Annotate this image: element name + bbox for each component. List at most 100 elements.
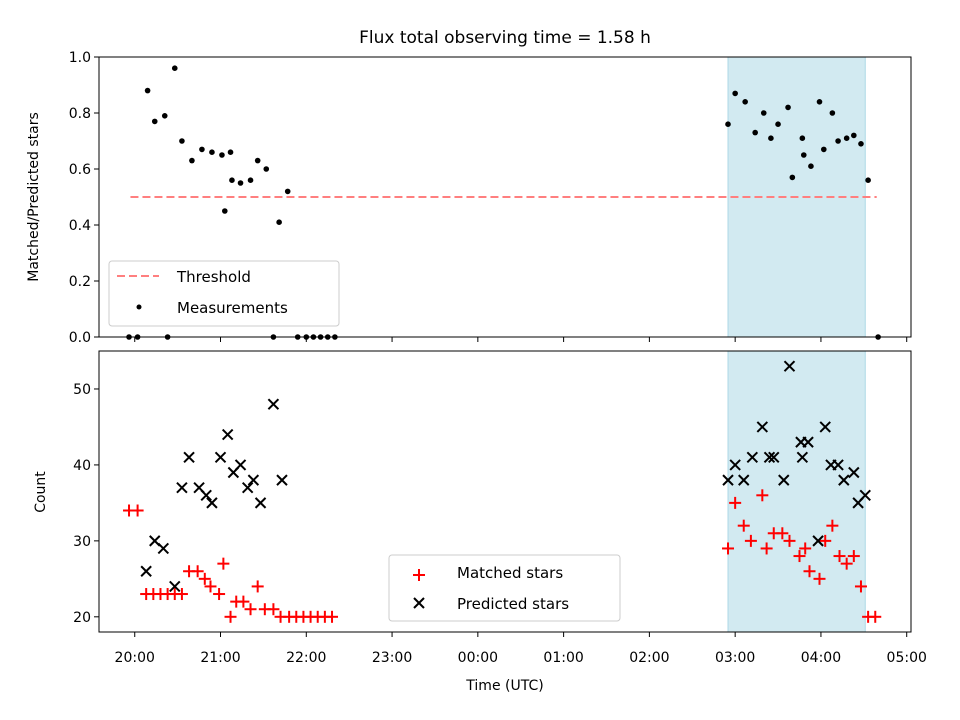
x-axis-label: Time (UTC) [465, 678, 543, 694]
predicted-star-point [812, 535, 824, 547]
top-ytick-label: 0.6 [69, 162, 91, 178]
predicted-star-point [234, 459, 247, 471]
measurement-point [799, 135, 806, 141]
matched-star-point [833, 550, 846, 563]
x-tick-label: 04:00 [801, 650, 841, 666]
measurement-point [785, 104, 791, 111]
bottom-ytick-label: 50 [73, 382, 91, 398]
matched-star-point [813, 572, 826, 585]
measurement-point [219, 152, 225, 158]
top-legend-box [108, 260, 340, 327]
x-tick-label: 23:00 [372, 650, 412, 666]
measurement-point [835, 138, 841, 144]
predicted-star-point [838, 474, 850, 486]
measurement-point [229, 177, 235, 183]
matched-star-point [793, 550, 806, 563]
measurement-point [851, 132, 857, 139]
predicted-star-point [157, 542, 170, 555]
top-axes-frame [98, 56, 912, 338]
matched-star-point [267, 603, 280, 616]
predicted-star-point [267, 398, 280, 410]
measurement-point [263, 166, 270, 172]
bottom-shaded-region [727, 350, 866, 633]
matched-star-point [722, 542, 735, 555]
predicted-star-point [241, 481, 254, 494]
measurement-point [816, 99, 823, 105]
predicted-star-point [276, 474, 288, 486]
predicted-star-point [176, 481, 188, 494]
measurement-point [171, 65, 178, 71]
matched-star-point [803, 565, 816, 578]
predicted-star-point [768, 451, 780, 464]
predicted-star-point [247, 474, 260, 486]
measurement-point [732, 90, 738, 97]
measurement-point [775, 121, 781, 127]
matched-legend-marker [413, 569, 425, 581]
measurement-point [789, 174, 796, 181]
matched-star-point [737, 519, 750, 532]
predicted-star-point [722, 474, 734, 486]
x-tick-label: 03:00 [715, 650, 755, 666]
predicted-star-point [746, 451, 759, 464]
measurement-point [276, 219, 282, 225]
measurement-point [144, 87, 151, 94]
top-ytick-label: 1.0 [69, 50, 91, 66]
measurement-point [284, 188, 291, 195]
matched-star-point [783, 534, 796, 547]
predicted-star-point [214, 451, 227, 464]
matched-star-point [224, 610, 237, 623]
predicted-star-point [756, 421, 769, 433]
bottom-legend-box [388, 554, 621, 622]
measurement-point [254, 157, 261, 164]
matched-star-point [198, 572, 211, 585]
matched-star-point [251, 580, 264, 593]
matched-star-point [760, 542, 773, 555]
measurement-point [151, 118, 158, 125]
predicted-legend-marker [413, 597, 425, 609]
matched-star-point [854, 580, 867, 593]
measurement-point [237, 180, 244, 186]
predicted-star-point [206, 497, 218, 509]
measurement-point [189, 157, 195, 164]
chart-title: Flux total observing time = 1.58 h [359, 28, 651, 48]
bottom-ytick-label: 40 [73, 458, 91, 474]
predicted-star-point [738, 474, 750, 486]
predicted-star-point [783, 360, 796, 372]
matched-star-point [191, 565, 204, 578]
bottom-y-axis-label: Count [33, 471, 49, 513]
measurements-legend-marker [136, 304, 142, 310]
measurement-point [752, 129, 758, 136]
predicted-star-point [848, 466, 860, 479]
matched-star-point [869, 610, 882, 623]
bottom-axes-frame [98, 350, 912, 633]
predicted-star-point [859, 489, 871, 502]
matched-star-point [237, 595, 250, 608]
matched-star-point [840, 557, 853, 570]
predicted-star-point [221, 428, 234, 441]
x-tick-label: 00:00 [458, 650, 498, 666]
predicted-star-point [729, 459, 741, 471]
measurement-point [760, 110, 767, 116]
measurement-point [829, 110, 836, 116]
measurement-point [222, 208, 228, 214]
measurement-point [858, 141, 864, 147]
bottom-ytick-label: 20 [73, 610, 91, 626]
bottom-axes: 20 30 40 50 20:00 21:00 22:00 23:00 00:00 01:00 0… [33, 350, 927, 694]
matched-star-point [217, 557, 230, 570]
matched-star-point [175, 588, 188, 601]
predicted-star-point [832, 459, 844, 471]
measurement-point [742, 99, 748, 105]
matched-star-point [326, 610, 339, 623]
measurement-point [179, 138, 185, 144]
x-tick-label: 01:00 [543, 650, 583, 666]
matched-star-point [826, 519, 839, 532]
measurement-point [768, 135, 774, 141]
matched-star-point [131, 504, 144, 517]
top-y-axis-label: Matched/Predicted stars [26, 112, 42, 282]
predicted-star-point [254, 497, 267, 509]
measurement-point [199, 146, 205, 153]
predicted-star-point [140, 565, 152, 577]
measurement-point [161, 113, 168, 119]
predicted-star-point [819, 421, 831, 433]
